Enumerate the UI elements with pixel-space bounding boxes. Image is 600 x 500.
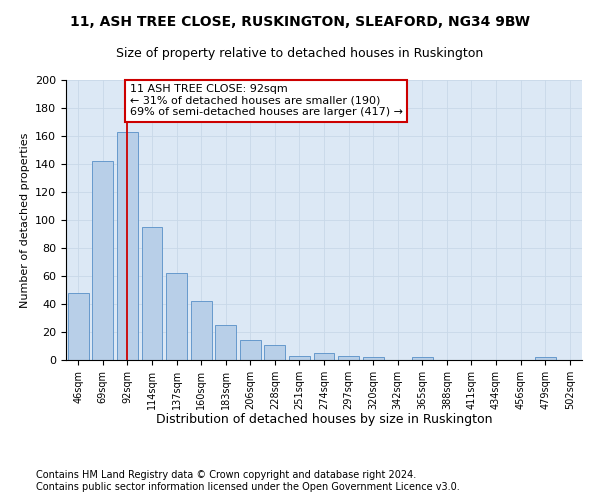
Bar (289, 356, 310, 360)
Bar (191, 301, 212, 360)
Text: Contains public sector information licensed under the Open Government Licence v3: Contains public sector information licen… (36, 482, 460, 492)
Bar (215, 325, 236, 360)
Bar (166, 273, 187, 360)
Bar (240, 340, 261, 360)
Bar (92, 161, 113, 360)
Bar (535, 357, 556, 360)
Bar (265, 344, 286, 360)
Bar (314, 353, 334, 360)
Bar (338, 356, 359, 360)
Bar (142, 227, 163, 360)
Bar (412, 357, 433, 360)
Text: Contains HM Land Registry data © Crown copyright and database right 2024.: Contains HM Land Registry data © Crown c… (36, 470, 416, 480)
Text: 11 ASH TREE CLOSE: 92sqm
← 31% of detached houses are smaller (190)
69% of semi-: 11 ASH TREE CLOSE: 92sqm ← 31% of detach… (130, 84, 403, 117)
Text: 11, ASH TREE CLOSE, RUSKINGTON, SLEAFORD, NG34 9BW: 11, ASH TREE CLOSE, RUSKINGTON, SLEAFORD… (70, 15, 530, 29)
Bar (362, 357, 383, 360)
Text: Size of property relative to detached houses in Ruskington: Size of property relative to detached ho… (116, 48, 484, 60)
Bar (117, 132, 138, 360)
Y-axis label: Number of detached properties: Number of detached properties (20, 132, 29, 308)
Text: Distribution of detached houses by size in Ruskington: Distribution of detached houses by size … (156, 412, 492, 426)
Bar (68, 293, 89, 360)
